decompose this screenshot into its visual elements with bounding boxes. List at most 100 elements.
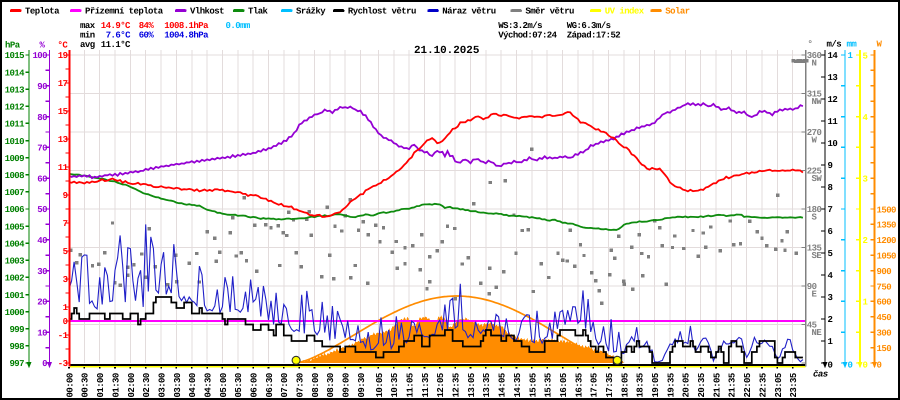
svg-text:1002: 1002 [5, 274, 25, 284]
svg-text:21:35: 21:35 [728, 373, 738, 397]
svg-text:1005: 1005 [5, 222, 25, 232]
svg-text:40: 40 [37, 236, 47, 246]
svg-text:45: 45 [807, 321, 817, 331]
svg-text:10:35: 10:35 [390, 373, 400, 397]
svg-text:08:00: 08:00 [311, 373, 321, 397]
svg-text:84%: 84% [139, 21, 155, 31]
svg-text:135: 135 [807, 244, 822, 254]
svg-text:0.0mm: 0.0mm [226, 21, 251, 31]
svg-text:20:35: 20:35 [697, 373, 707, 397]
svg-text:Rychlost větru: Rychlost větru [348, 7, 416, 17]
svg-text:Teplota: Teplota [25, 7, 60, 17]
svg-text:06:00: 06:00 [250, 373, 260, 397]
svg-text:NW: NW [812, 97, 823, 107]
svg-text:06:30: 06:30 [265, 373, 275, 397]
svg-text:08:30: 08:30 [326, 373, 336, 397]
svg-text:Západ:17:52: Západ:17:52 [567, 31, 621, 41]
svg-text:14:35: 14:35 [513, 373, 523, 397]
svg-text:10: 10 [37, 328, 47, 338]
svg-text:NE: NE [812, 328, 823, 338]
svg-text:N: N [812, 59, 817, 69]
svg-text:05:00: 05:00 [219, 373, 229, 397]
svg-text:270: 270 [807, 128, 822, 138]
svg-text:1006: 1006 [5, 205, 25, 215]
svg-text:01:00: 01:00 [96, 373, 106, 397]
svg-text:09:30: 09:30 [357, 373, 367, 397]
svg-text:WS:3.2m/s: WS:3.2m/s [498, 21, 542, 31]
svg-text:18:05: 18:05 [620, 373, 630, 397]
svg-text:1003: 1003 [5, 257, 25, 267]
svg-text:7.6°C: 7.6°C [106, 31, 131, 41]
svg-text:-3: -3 [58, 359, 68, 369]
svg-text:150: 150 [877, 344, 892, 354]
svg-text:UV index: UV index [605, 7, 645, 17]
svg-text:m/s: m/s [827, 40, 842, 50]
svg-text:03:30: 03:30 [173, 373, 183, 397]
svg-text:998: 998 [9, 342, 24, 352]
svg-text:60%: 60% [139, 31, 155, 41]
svg-text:04:00: 04:00 [188, 373, 198, 397]
svg-text:0: 0 [848, 360, 853, 370]
svg-text:07:30: 07:30 [296, 373, 306, 397]
svg-text:450: 450 [877, 313, 892, 323]
svg-text:12: 12 [828, 95, 838, 105]
svg-text:23:05: 23:05 [774, 373, 784, 397]
svg-text:900: 900 [877, 267, 892, 277]
svg-text:15:35: 15:35 [544, 373, 554, 397]
svg-text:04:30: 04:30 [204, 373, 214, 397]
svg-text:30: 30 [37, 267, 47, 277]
svg-text:60: 60 [37, 174, 47, 184]
svg-text:19:35: 19:35 [666, 373, 676, 397]
svg-text:13:35: 13:35 [482, 373, 492, 397]
svg-text:1: 1 [863, 298, 869, 308]
svg-text:11: 11 [58, 163, 69, 173]
svg-text:9: 9 [828, 161, 833, 171]
svg-text:-1: -1 [58, 331, 69, 341]
svg-text:11: 11 [828, 117, 839, 127]
svg-text:999: 999 [9, 325, 24, 335]
svg-text:16:35: 16:35 [574, 373, 584, 397]
svg-text:1: 1 [828, 337, 834, 347]
svg-text:750: 750 [877, 282, 892, 292]
svg-text:0: 0 [863, 360, 868, 370]
svg-text:SW: SW [812, 174, 823, 184]
svg-text:14:05: 14:05 [498, 373, 508, 397]
svg-text:360: 360 [807, 51, 822, 61]
svg-text:01:30: 01:30 [111, 373, 121, 397]
svg-text:1350: 1350 [877, 221, 897, 231]
svg-text:16:05: 16:05 [559, 373, 569, 397]
svg-text:09:00: 09:00 [342, 373, 352, 397]
svg-text:1: 1 [848, 51, 854, 61]
svg-text:mm: mm [847, 40, 858, 50]
svg-text:1500: 1500 [877, 205, 897, 215]
svg-text:Náraz větru: Náraz větru [442, 7, 496, 17]
svg-text:00:30: 00:30 [81, 373, 91, 397]
svg-text:3: 3 [63, 275, 68, 285]
svg-text:0: 0 [42, 359, 47, 369]
svg-text:02:00: 02:00 [127, 373, 137, 397]
svg-text:Tlak: Tlak [248, 7, 269, 17]
svg-text:20:05: 20:05 [682, 373, 692, 397]
svg-text:%: % [40, 41, 46, 51]
svg-text:6: 6 [828, 227, 833, 237]
svg-text:1050: 1050 [877, 252, 897, 262]
svg-text:17:35: 17:35 [605, 373, 615, 397]
svg-text:12:35: 12:35 [452, 373, 462, 397]
svg-text:1011: 1011 [5, 120, 26, 130]
svg-text:10:05: 10:05 [375, 373, 385, 397]
svg-text:2: 2 [863, 236, 868, 246]
svg-text:13: 13 [828, 73, 838, 83]
svg-text:W: W [812, 136, 818, 146]
svg-text:1000: 1000 [5, 308, 25, 318]
svg-text:90: 90 [37, 82, 47, 92]
svg-text:997: 997 [9, 359, 24, 369]
svg-text:1004: 1004 [5, 239, 26, 249]
svg-text:1004.8hPa: 1004.8hPa [164, 31, 209, 41]
svg-text:1009: 1009 [5, 154, 25, 164]
svg-text:avg: avg [80, 40, 95, 50]
svg-text:14.9°C: 14.9°C [101, 21, 131, 31]
svg-text:1014: 1014 [5, 68, 26, 78]
svg-text:11:05: 11:05 [406, 373, 416, 397]
svg-text:5: 5 [63, 247, 68, 257]
svg-text:23:35: 23:35 [789, 373, 799, 397]
